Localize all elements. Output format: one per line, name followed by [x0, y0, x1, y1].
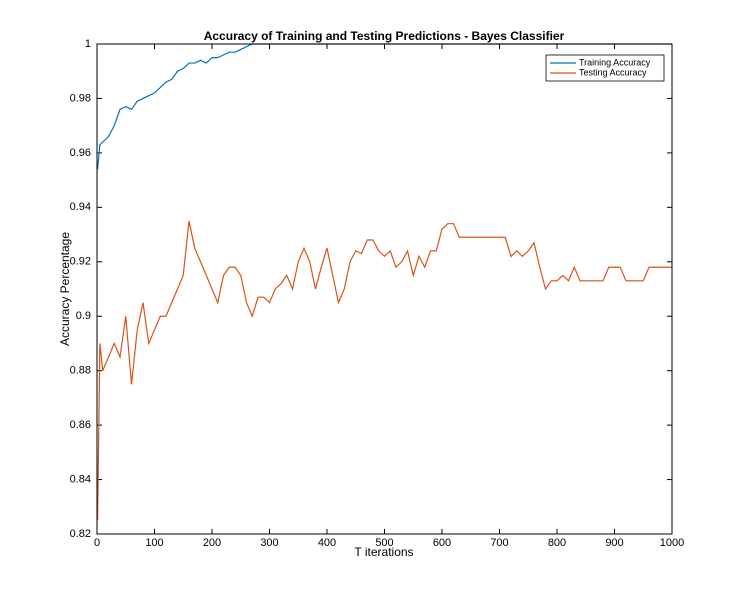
chart-title: Accuracy of Training and Testing Predict… [204, 29, 565, 43]
y-tick-label: 0.98 [70, 92, 91, 104]
x-tick-label: 0 [94, 537, 100, 549]
x-tick-label: 700 [490, 537, 508, 549]
y-tick-label: 0.94 [70, 201, 91, 213]
legend-label: Training Accuracy [579, 57, 651, 67]
x-axis-label: T iterations [354, 545, 413, 559]
axes-box [96, 43, 673, 535]
x-tick-label: 100 [145, 537, 163, 549]
y-tick-label: 0.96 [70, 147, 91, 159]
x-tick-label: 600 [433, 537, 451, 549]
x-tick-label: 400 [318, 537, 336, 549]
x-tick-label: 200 [203, 537, 221, 549]
y-tick-label: 1 [85, 38, 91, 50]
plot-area [97, 44, 672, 534]
data-line [96, 220, 672, 521]
x-tick-label: 1000 [660, 537, 684, 549]
x-tick-label: 500 [375, 537, 393, 549]
y-axis-label: Accuracy Percentage [58, 232, 72, 346]
y-tick-label: 0.92 [70, 256, 91, 268]
y-tick-label: 0.82 [70, 528, 91, 540]
legend-box [545, 54, 665, 82]
x-tick-label: 300 [260, 537, 278, 549]
y-tick-label: 0.86 [70, 419, 91, 431]
y-tick-label: 0.88 [70, 365, 91, 377]
x-tick-label: 900 [605, 537, 623, 549]
y-tick-label: 0.9 [76, 310, 91, 322]
y-tick-label: 0.84 [70, 473, 91, 485]
legend-label: Testing Accuracy [579, 67, 647, 77]
x-tick-label: 800 [548, 537, 566, 549]
